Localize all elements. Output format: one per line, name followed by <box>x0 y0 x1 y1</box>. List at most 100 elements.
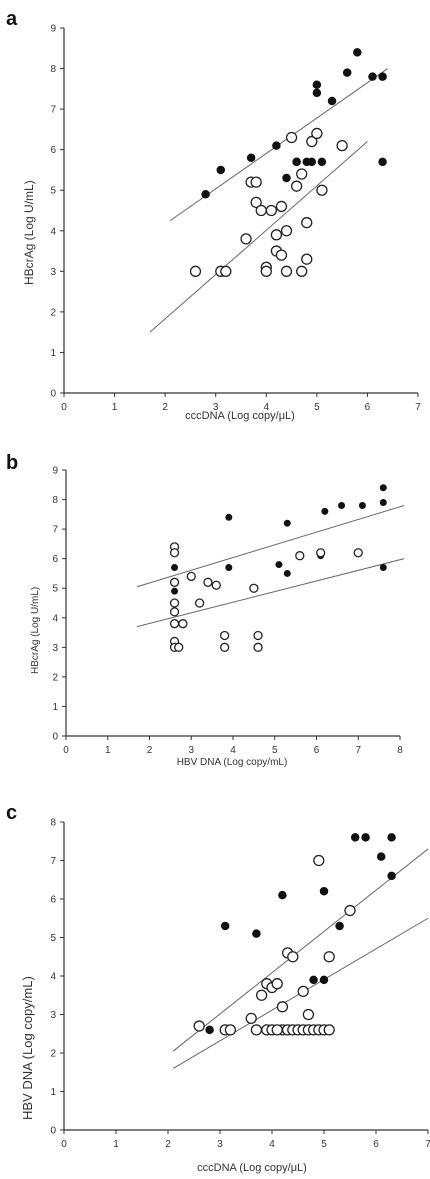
x-tick-label: 1 <box>105 745 111 756</box>
data-point-open <box>296 265 308 277</box>
y-tick-label: 4 <box>50 972 56 983</box>
data-point-open <box>253 630 263 641</box>
data-point-open <box>169 619 180 629</box>
x-tick-label: 5 <box>321 1139 327 1150</box>
data-point-open <box>249 583 259 593</box>
data-point-filled <box>379 484 387 492</box>
data-point-filled <box>278 890 287 900</box>
y-tick-label: 6 <box>50 895 56 906</box>
y-tick-label: 8 <box>50 818 56 829</box>
data-point-filled <box>321 507 329 515</box>
data-point-filled <box>246 153 256 163</box>
data-point-open <box>169 607 180 617</box>
data-point-filled <box>312 88 322 98</box>
data-point-open <box>219 642 230 652</box>
data-point-open <box>276 1001 289 1013</box>
regression-line <box>149 141 368 333</box>
data-point-open <box>250 196 262 209</box>
data-point-filled <box>252 929 261 938</box>
panel-a-letter: a <box>6 8 18 30</box>
data-point-filled <box>272 141 281 150</box>
y-tick-label: 1 <box>52 702 58 713</box>
data-point-open <box>193 1020 205 1032</box>
data-point-open <box>265 204 277 217</box>
data-point-filled <box>309 975 318 985</box>
panel-b-letter: b <box>6 452 19 474</box>
y-tick-label: 3 <box>52 643 58 654</box>
data-point-open <box>211 580 221 590</box>
y-tick-label: 8 <box>50 64 56 75</box>
x-tick-label: 8 <box>397 745 403 756</box>
y-tick-label: 2 <box>52 672 58 683</box>
y-tick-label: 8 <box>52 495 58 506</box>
chart-b-svg: 0 1 2 3 4 5 6 7 8 9 0 1 2 3 4 5 6 7 8 <box>52 466 405 756</box>
data-point-filled <box>319 975 329 985</box>
data-point-open <box>250 1024 263 1036</box>
x-tick-label: 7 <box>425 1139 430 1150</box>
y-tick-label: 4 <box>52 613 58 624</box>
data-point-open <box>194 598 205 608</box>
y-tick-label: 0 <box>52 732 58 743</box>
y-tick-label: 6 <box>50 145 56 156</box>
data-point-filled <box>292 157 301 167</box>
data-point-open <box>174 642 184 652</box>
x-tick-label: 1 <box>113 1139 119 1150</box>
data-point-open <box>255 204 267 217</box>
data-point-filled <box>317 157 327 167</box>
data-point-open <box>336 139 348 152</box>
regression-line <box>172 848 429 1052</box>
data-point-open <box>224 1024 237 1036</box>
chart-a-svg: 0 1 2 3 4 5 6 7 8 9 0 1 2 3 4 5 6 7 <box>50 24 421 414</box>
regression-line <box>136 558 405 628</box>
data-point-open <box>189 265 202 277</box>
y-tick-label: 3 <box>50 1010 56 1021</box>
x-tick-label: 0 <box>61 1139 67 1150</box>
data-point-filled <box>171 564 179 572</box>
data-point-filled <box>358 501 366 509</box>
data-point-open <box>240 233 252 245</box>
y-tick-label: 1 <box>50 1087 56 1098</box>
data-point-open <box>186 571 196 582</box>
y-tick-label: 9 <box>52 466 58 477</box>
panel-c-letter: c <box>6 802 18 824</box>
data-point-filled <box>307 157 317 167</box>
data-point-open <box>260 265 272 277</box>
data-point-open <box>301 217 313 229</box>
data-point-open <box>250 176 262 188</box>
data-point-open <box>316 184 328 196</box>
data-point-filled <box>282 173 291 183</box>
x-tick-label: 3 <box>213 402 219 413</box>
data-point-open <box>169 548 180 558</box>
x-tick-label: 2 <box>147 745 153 756</box>
data-point-open <box>280 265 293 277</box>
data-point-open <box>344 904 356 917</box>
x-tick-label: 0 <box>61 402 67 413</box>
data-point-filled <box>378 72 387 81</box>
chart-b-y-axis-label: HBcrAg (Log U/mL) <box>30 586 41 674</box>
x-tick-label: 6 <box>314 745 320 756</box>
x-tick-label: 3 <box>188 745 194 756</box>
y-tick-label: 3 <box>50 267 56 278</box>
data-point-open <box>297 985 309 998</box>
data-point-open <box>302 1008 315 1021</box>
chart-a-x-axis-label: cccDNA (Log copy/μL) <box>185 410 295 422</box>
x-tick-label: 4 <box>264 402 270 413</box>
data-point-filled <box>350 833 360 842</box>
x-tick-label: 4 <box>230 745 236 756</box>
chart-c-x-axis-label: cccDNA (Log copy/μL) <box>197 1162 307 1174</box>
data-point-filled <box>361 833 370 842</box>
data-point-filled <box>378 157 387 167</box>
data-point-open <box>220 265 232 277</box>
data-point-open <box>219 630 230 641</box>
data-point-open <box>353 548 363 558</box>
y-tick-label: 7 <box>50 105 56 116</box>
data-point-open <box>301 253 313 265</box>
data-point-filled <box>216 165 226 175</box>
data-point-open <box>311 127 323 140</box>
x-tick-label: 1 <box>112 402 118 413</box>
data-point-open <box>255 989 268 1001</box>
data-point-filled <box>376 852 386 861</box>
data-point-open <box>306 135 318 148</box>
data-point-open <box>245 1012 257 1025</box>
